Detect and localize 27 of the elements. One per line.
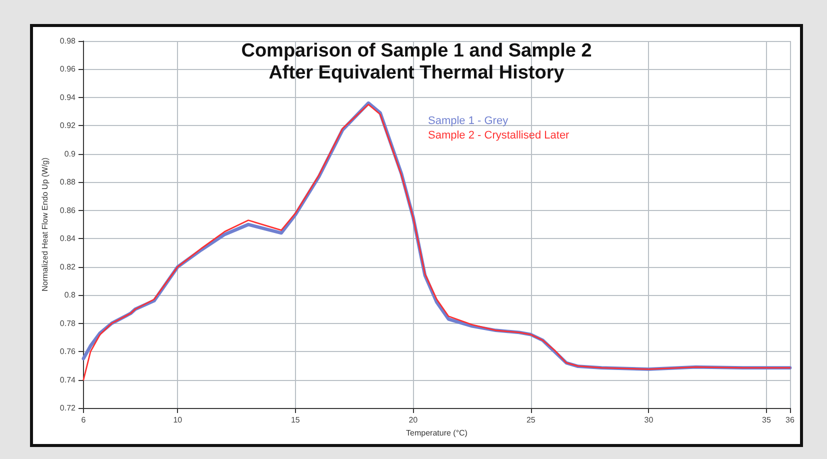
y-tick-label: 0.94 [60, 92, 76, 102]
y-tick-label: 0.84 [60, 234, 76, 244]
x-tick-label: 10 [173, 416, 183, 424]
y-tick-label: 0.86 [60, 206, 76, 215]
y-tick-label: 0.74 [60, 375, 76, 384]
x-tick-label: 20 [408, 416, 418, 424]
y-tick-label: 0.96 [60, 64, 76, 74]
y-tick-label: 0.88 [60, 178, 76, 187]
text: Sample 2 - Crystallised Later [428, 130, 570, 142]
text: Sample 1 - Grey [428, 115, 509, 127]
x-axis-title: Temperature (°C) [406, 428, 468, 438]
y-tick-label: 0.8 [64, 290, 76, 300]
y-tick-label: 0.82 [60, 262, 76, 272]
x-tick-label: 36 [786, 416, 795, 424]
y-tick-label: 0.98 [60, 36, 76, 46]
y-tick-label: 0.92 [60, 121, 76, 130]
x-tick-label: 15 [290, 416, 300, 424]
y-tick-label: 0.78 [60, 318, 76, 328]
x-tick-label: 35 [762, 416, 772, 424]
y-tick-label: 0.72 [60, 404, 76, 412]
x-tick-label: 30 [644, 416, 654, 424]
y-axis-title: Normalized Heat Flow Endo Up (W/g) [40, 157, 50, 292]
y-tick-label: 0.76 [60, 347, 76, 356]
x-tick-label: 6 [81, 416, 86, 424]
y-tick-label: 0.9 [64, 149, 76, 158]
text: Comparison of Sample 1 and Sample 2 After Equivalent Thermal History [241, 40, 592, 84]
x-tick-label: 25 [526, 416, 536, 424]
